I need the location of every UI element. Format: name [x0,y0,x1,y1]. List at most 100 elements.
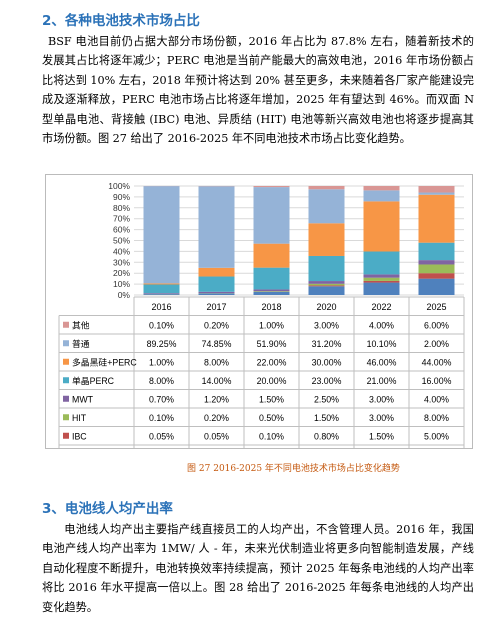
bar-segment [363,186,400,191]
bar-segment [363,251,400,275]
bar-segment [253,243,290,268]
bar-segment [363,190,400,202]
y-tick-label: 60% [113,225,130,235]
bar-segment [418,186,455,193]
data-label: 1.00% [149,357,174,367]
data-label: 0.80% [314,431,339,441]
data-label: 51.90% [257,339,287,349]
data-label: 4.00% [369,320,394,330]
data-label: 0.10% [149,413,174,423]
data-label: 1.00% [259,320,284,330]
data-label: 8.00% [424,413,449,423]
data-label: 0.20% [204,413,229,423]
bar-segment [198,276,235,292]
section-3-title: 3、电池线人均产出率 [42,501,173,517]
chart-svg: 0%10%20%30%40%50%60%70%80%90%100% 2016 201… [58,181,465,448]
data-label: 0.05% [149,431,174,441]
bar-segment [308,281,345,284]
data-label: 5.00% [424,431,449,441]
legend-label: 其他 [72,319,90,330]
figure-caption-text: 图 27 2016-2025 年不同电池技术市场占比变化趋势 [187,464,400,474]
legend-swatch [63,395,69,402]
data-label: 6.00% [424,320,449,330]
y-tick-label: 80% [113,203,130,213]
section-3-paragraph: 电池线人均产出主要指产线直接员工的人均产出，不含管理人员。2016 年，我国电池… [42,520,474,617]
legend-swatch [63,340,69,347]
data-label: 0.10% [259,431,284,441]
category-label: 2018 [261,302,281,312]
data-label: 74.85% [202,339,232,349]
legend-swatch [63,321,69,328]
y-tick-label: 70% [113,214,130,224]
data-label: 1.50% [369,431,394,441]
bar-segment [308,283,345,286]
legend-label: MWT [72,394,94,404]
market-share-chart: 0% 10% 20% 30% 40% 50% 60% 70% 80% 90% 100% 2016 201… [45,174,473,449]
bar-segment [418,273,455,279]
bar-segment [418,264,455,274]
figure-caption: 图 27 2016-2025 年不同电池技术市场占比变化趋势 [0,461,491,474]
section-2-title: 2、各种电池技术市场占比 [42,13,200,29]
legend-label: 普通 [72,338,90,349]
bar-segment [143,294,180,295]
bar-segment [418,260,455,265]
bar-segment [143,284,180,294]
legend-swatch [63,377,69,384]
bar-segment [363,201,400,252]
data-label: 1.50% [314,413,339,423]
data-label: 1.50% [259,394,284,404]
bar-segment [198,291,235,294]
data-label: 0.50% [259,413,284,423]
legend-swatch [63,432,69,439]
category-label: 2022 [371,302,391,312]
data-label: 0.70% [149,394,174,404]
category-label: 2020 [316,302,336,312]
y-tick-label: 30% [113,257,130,267]
data-label: 30.00% [312,357,342,367]
bar-segment [253,267,290,290]
bar-segment [143,283,180,285]
data-label: 31.20% [312,339,342,349]
legend-label: HIT [72,413,87,423]
bar-segment [308,255,345,282]
data-label: 44.00% [422,357,452,367]
legend-label: 多晶黑硅+PERC [72,356,137,367]
data-label: 14.00% [202,376,232,386]
legend-label: IBC [72,431,87,441]
data-label: 2.00% [424,339,449,349]
data-label: 0.20% [204,320,229,330]
y-tick-label: 90% [113,192,130,202]
data-label: 3.00% [369,413,394,423]
data-label: 22.00% [257,357,287,367]
y-tick-label: 50% [113,236,130,246]
bar-segment [418,278,455,295]
data-label: 23.00% [312,376,342,386]
bar-segment [253,291,290,295]
data-label: 4.00% [424,394,449,404]
legend-swatch [63,358,69,365]
bar-segment [363,282,400,295]
y-tick-label: 0% [118,290,131,300]
category-label: 2016 [151,302,171,312]
bar-segment [253,186,290,188]
data-label: 2.50% [314,394,339,404]
bar-segment [363,277,400,281]
data-label: 46.00% [367,357,397,367]
bar-segment [308,189,345,224]
bar-segment [363,280,400,283]
data-label: 0.10% [149,320,174,330]
y-tick-label: 40% [113,246,130,256]
category-label: 2017 [206,302,226,312]
data-label: 21.00% [367,376,397,386]
y-tick-label: 100% [108,181,130,191]
data-label: 3.00% [369,394,394,404]
data-label: 89.25% [147,339,177,349]
section-2-paragraph-text: BSF 电池目前仍占据大部分市场份额，2016 年占比为 87.8% 左右，随着… [42,35,474,146]
bar-segment [308,285,345,287]
bar-segment [253,291,290,292]
data-label: 0.05% [204,431,229,441]
legend-label: 单晶PERC [72,375,115,386]
data-label: 16.00% [422,376,452,386]
bar-segment [418,242,455,261]
bar-segment [253,289,290,292]
